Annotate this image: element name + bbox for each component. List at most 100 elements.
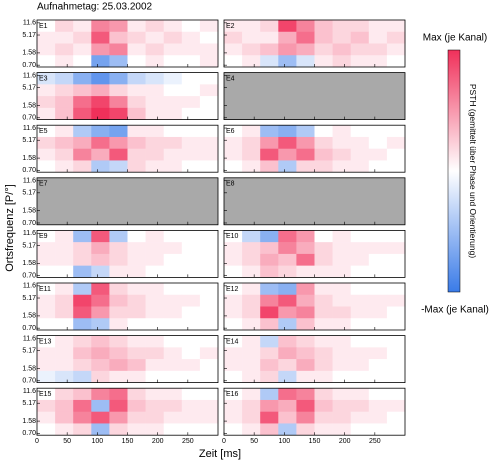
heat-cell [37, 72, 56, 85]
heat-cell [145, 399, 164, 412]
heat-cell [127, 318, 146, 331]
heat-cell [55, 43, 74, 56]
heat-cell [224, 160, 243, 173]
heat-cell [73, 31, 92, 44]
heat-cell [314, 242, 333, 255]
heat-cell [199, 306, 219, 319]
heat-cell [55, 96, 74, 109]
heat-cell [332, 359, 351, 372]
heat-cell [37, 306, 56, 319]
heat-cell [350, 318, 370, 331]
heat-cell [91, 242, 110, 255]
heat-cell [242, 31, 261, 44]
heat-cell [127, 306, 146, 319]
heat-cell [260, 125, 279, 138]
heat-cell [181, 230, 201, 243]
heat-cell [127, 253, 146, 266]
heat-cell [91, 318, 110, 331]
heat-cell [163, 107, 183, 120]
heat-cell [145, 253, 164, 266]
panel-name: E10 [226, 233, 239, 240]
heat-cell [332, 125, 351, 138]
x-tick-label: 50 [63, 438, 71, 445]
heat-cell [181, 399, 201, 412]
heat-cell [73, 335, 92, 348]
heat-cell [332, 399, 351, 412]
heat-cell [55, 31, 74, 44]
heat-cell [127, 107, 146, 120]
heat-cell [314, 306, 333, 319]
heat-cell [296, 55, 315, 68]
heat-cell [199, 265, 219, 278]
heat-cell [350, 306, 370, 319]
heat-cell [73, 399, 92, 412]
heat-cell [145, 347, 164, 360]
heat-cell [332, 347, 351, 360]
heat-cell [224, 125, 243, 138]
heat-cell [296, 294, 315, 307]
heat-cell [350, 370, 370, 383]
heat-cell [260, 136, 279, 149]
heat-cell [368, 136, 388, 149]
heat-cell [145, 31, 164, 44]
heat-cell [199, 107, 219, 120]
heat-cell [350, 20, 370, 33]
heat-cell [163, 318, 183, 331]
heat-cell [242, 242, 261, 255]
y-tick-label: 11.6 [23, 177, 36, 184]
heat-cell [386, 125, 406, 138]
heat-cell [242, 148, 261, 161]
heat-cell [127, 294, 146, 307]
heat-cell [260, 335, 279, 348]
heat-cell [73, 136, 92, 149]
heat-cell [109, 370, 128, 383]
heat-cell [127, 335, 146, 348]
heat-cell [296, 265, 315, 278]
heat-cell [145, 388, 164, 401]
heat-cell [73, 160, 92, 173]
y-tick-label: 1.58 [22, 50, 36, 57]
heat-cell [386, 43, 406, 56]
heat-cell [163, 136, 183, 149]
y-tick-label: 11.6 [23, 335, 36, 342]
heat-cell [55, 84, 74, 97]
heat-cell [224, 347, 243, 360]
heat-cell [242, 306, 261, 319]
heat-cell [55, 370, 74, 383]
heat-cell [224, 294, 243, 307]
heat-cell [127, 370, 146, 383]
heat-cell [91, 359, 110, 372]
heat-cell [199, 55, 219, 68]
heat-cell [181, 72, 201, 85]
heat-cell [127, 136, 146, 149]
heat-cell [224, 370, 243, 383]
heat-cell [278, 55, 297, 68]
x-tick-label: 0 [35, 438, 39, 445]
heat-cell [163, 31, 183, 44]
heat-cell [127, 347, 146, 360]
heat-cell [55, 347, 74, 360]
heat-cell [37, 136, 56, 149]
heat-cell [163, 96, 183, 109]
heat-cell [163, 388, 183, 401]
heat-cell [224, 411, 243, 424]
heat-cell [37, 148, 56, 161]
heat-cell [181, 283, 201, 296]
y-tick-label: 5.17 [22, 137, 36, 144]
heat-cell [314, 411, 333, 424]
heat-cell [350, 148, 370, 161]
heat-cell [55, 242, 74, 255]
heat-cell [199, 335, 219, 348]
heat-cell [260, 31, 279, 44]
heat-cell [350, 283, 370, 296]
heat-cell [37, 84, 56, 97]
y-tick-label: 5.17 [22, 347, 36, 354]
heat-cell [224, 318, 243, 331]
heat-cell [145, 230, 164, 243]
heat-cell [224, 306, 243, 319]
panel-name: E2 [226, 23, 235, 30]
heat-cell [91, 411, 110, 424]
panel-bg [224, 177, 405, 225]
heat-cell [55, 125, 74, 138]
heat-cell [91, 253, 110, 266]
